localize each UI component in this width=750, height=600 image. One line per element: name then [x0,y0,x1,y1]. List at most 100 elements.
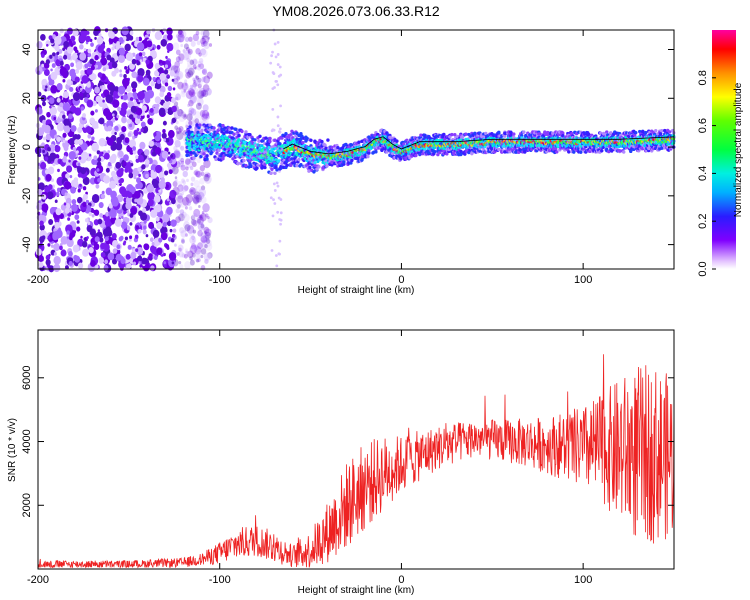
spectrogram-point [120,257,126,265]
spectrogram-point [56,122,65,132]
spectrogram-point [177,244,184,252]
spectrogram-point [192,87,199,95]
spectrogram-point [237,134,241,138]
spectrogram-point [132,146,137,151]
spectrogram-point [53,243,61,252]
spectrogram-point [176,252,180,256]
spectrogram-point [182,180,186,185]
spectrogram-point [174,136,180,143]
spectrogram-point [199,110,206,118]
spectrogram-point [44,156,49,162]
spectrogram-point [129,97,134,102]
spectrogram-point [198,52,202,57]
spectrogram-point [199,154,203,159]
spectrogram-point [135,107,143,116]
spectrogram-point [86,99,94,108]
spectrogram-point [89,117,96,125]
spectrogram-point [187,250,194,259]
spectrogram-point [85,218,89,223]
spectrogram-point [168,169,173,175]
spectrogram-point [39,220,44,226]
spectrogram-point [188,229,195,237]
spectrogram-point [56,118,61,124]
spectrogram-point [181,253,186,258]
spectrogram-point [137,68,145,77]
spectrogram-point [91,158,97,165]
spectrogram-point [188,118,195,127]
spectrogram-point [161,150,169,159]
spectrogram-point [164,170,169,176]
spectrogram-point [183,114,187,118]
spectrogram-point [204,174,212,184]
spectrogram-point [158,59,163,64]
spectrogram-point [309,138,313,142]
spectrogram-point [79,52,87,61]
spectrogram-point [53,263,61,273]
spectrogram-point [232,132,236,136]
spectrogram-point [200,185,206,191]
spectrogram-point [205,154,209,158]
spectrogram-point [225,130,229,134]
spectrogram-point [138,131,142,135]
spectrogram-point [187,111,192,117]
spectrogram-point [191,235,196,241]
spectrogram-point [197,242,203,250]
spectrogram-point [178,53,185,61]
spectrogram-point [164,82,169,87]
spectrogram-point [184,36,190,43]
spectrogram-point [147,118,154,125]
spectrogram-point [193,131,197,135]
spectrogram-point [48,219,54,226]
spectrogram-point [129,222,133,226]
spectrogram-point [77,262,84,269]
spectrogram-point [83,237,87,241]
spectrogram-point [273,202,277,205]
spectrogram-point [271,50,274,54]
spectrogram-point [135,36,140,41]
spectrogram-point [98,98,106,108]
spectrogram-point [177,109,184,117]
spectrogram-point [161,60,166,65]
spectrogram-point [190,108,197,116]
spectrogram-point [54,44,60,51]
spectrogram-point [271,214,275,218]
spectrogram-point [38,200,42,204]
spectrogram-point [89,228,96,237]
spectrogram-point [186,57,190,62]
spectrogram-point [67,55,71,60]
spectrogram-point [256,163,260,167]
spectrogram-point [67,139,71,144]
spectrogram-point [91,100,97,107]
spectrogram-point [196,198,200,203]
spectrogram-point [273,86,276,89]
spectrogram-point [121,102,128,111]
spectrogram-point [196,130,200,135]
spectrogram-point [183,50,188,55]
spectrogram-point [87,221,91,225]
spectrogram-point [82,186,87,191]
spectrogram-point [170,237,175,243]
spectrogram-point [191,91,195,96]
spectrogram-point [64,181,72,190]
spectrogram-point [190,40,196,47]
spectrogram-point [121,26,129,36]
spectrogram-point [200,264,206,271]
spectrogram-point [121,116,127,124]
spectrogram-point [63,125,71,134]
spectrogram-point [192,239,196,243]
spectrogram-point [129,62,136,70]
spectrogram-point [111,46,115,51]
spectrogram-point [111,197,119,207]
spectrogram-point [202,67,208,74]
spectrogram-point [204,113,210,120]
spectrogram-point [70,35,76,42]
spectrogram-point [79,92,84,98]
spectrogram-point [136,196,144,205]
spectrogram-point [201,76,207,83]
spectrogram-point [190,215,196,221]
spectrogram-point [94,86,101,94]
spectrogram-point [66,46,74,54]
spectrogram-point [172,234,177,240]
spectrogram-point [177,30,184,38]
spectrogram-point [68,113,73,120]
